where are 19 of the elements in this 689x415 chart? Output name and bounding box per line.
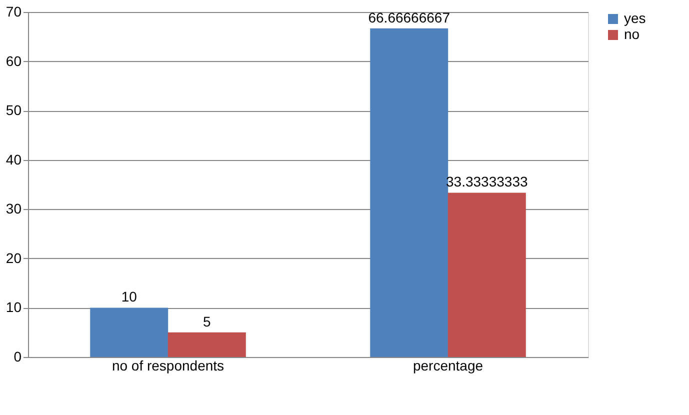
y-tick-label: 70: [6, 4, 22, 20]
y-tick-label: 50: [6, 102, 22, 118]
y-tick-label: 30: [6, 200, 22, 217]
legend-label: no: [624, 26, 640, 42]
y-tick-label: 60: [6, 52, 22, 69]
bar: [90, 308, 168, 357]
y-tick-label: 10: [6, 299, 22, 316]
y-tick-label: 0: [14, 348, 22, 364]
y-tick-label: 40: [6, 151, 22, 168]
legend-label: yes: [624, 10, 646, 26]
y-tick-label: 20: [6, 250, 22, 266]
bar: [370, 28, 448, 357]
data-label: 5: [202, 313, 211, 330]
bar: [448, 192, 526, 357]
x-tick-label: no of respondents: [112, 358, 224, 374]
bar: [168, 332, 246, 357]
data-label: 10: [121, 288, 138, 305]
x-tick-label: percentage: [412, 358, 484, 374]
data-label: 66.66666667: [368, 9, 450, 26]
